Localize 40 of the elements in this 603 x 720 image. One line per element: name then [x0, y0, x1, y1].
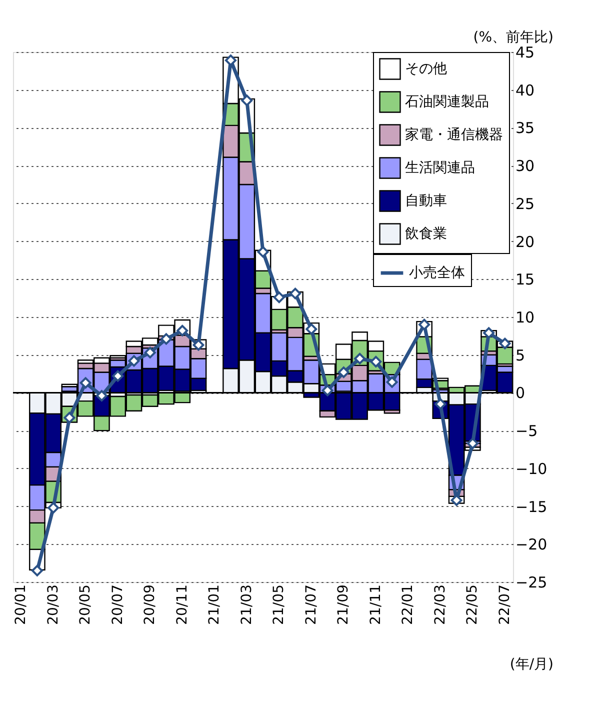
x-tick-label: 21/11	[368, 584, 384, 625]
x-tick-label: 20/03	[45, 584, 62, 625]
x-tick-label: 22/03	[432, 584, 448, 625]
y-tick-label: −25	[516, 574, 548, 592]
y-tick-label: 35	[516, 119, 535, 138]
legend-label: 小売全体	[409, 265, 465, 281]
legend-label: 生活関連品	[405, 160, 475, 176]
y-tick-label: 30	[516, 157, 535, 176]
x-tick-label: 20/11	[174, 584, 190, 625]
y-tick-label: −20	[516, 536, 548, 554]
x-tick-label: 21/01	[206, 584, 223, 625]
x-tick-label: 21/09	[336, 584, 352, 625]
y-tick-label: 10	[516, 308, 535, 326]
x-tick-label: 20/09	[142, 584, 158, 625]
y-tick-label: 25	[516, 194, 535, 213]
x-tick-label: 20/07	[110, 584, 126, 625]
x-tick-label: 20/01	[13, 584, 30, 625]
x-tick-label: 21/07	[303, 584, 320, 625]
x-axis-title: (年/月)	[510, 656, 554, 672]
y-axis-title: (%、前年比)	[473, 30, 554, 46]
legend-label: 石油関連製品	[405, 94, 489, 110]
x-tick-label: 22/07	[496, 584, 513, 625]
x-tick-label: 22/01	[400, 584, 416, 625]
y-tick-label: −5	[516, 422, 538, 440]
legend-label: 飲食業	[405, 226, 447, 242]
y-tick-label: −15	[516, 498, 548, 516]
y-tick-label: 15	[516, 270, 535, 289]
y-tick-label: 40	[516, 81, 535, 100]
y-tick-label: 20	[516, 232, 535, 251]
y-tick-label: 5	[516, 346, 526, 364]
y-tick-label: −10	[516, 460, 548, 478]
legend-label: 自動車	[405, 193, 447, 209]
x-tick-label: 21/03	[238, 584, 255, 625]
legend-label: 家電・通信機器	[405, 127, 503, 143]
y-tick-label: 0	[516, 384, 526, 402]
x-tick-label: 22/05	[464, 584, 481, 625]
x-tick-label: 20/05	[78, 584, 94, 625]
x-tick-label: 21/05	[271, 584, 288, 625]
legend-label: その他	[405, 61, 447, 77]
y-tick-label: 45	[516, 44, 535, 62]
